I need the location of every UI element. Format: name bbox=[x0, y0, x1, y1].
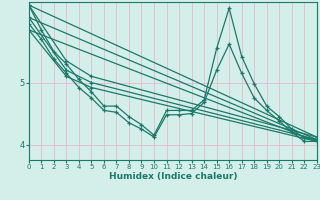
X-axis label: Humidex (Indice chaleur): Humidex (Indice chaleur) bbox=[108, 172, 237, 181]
